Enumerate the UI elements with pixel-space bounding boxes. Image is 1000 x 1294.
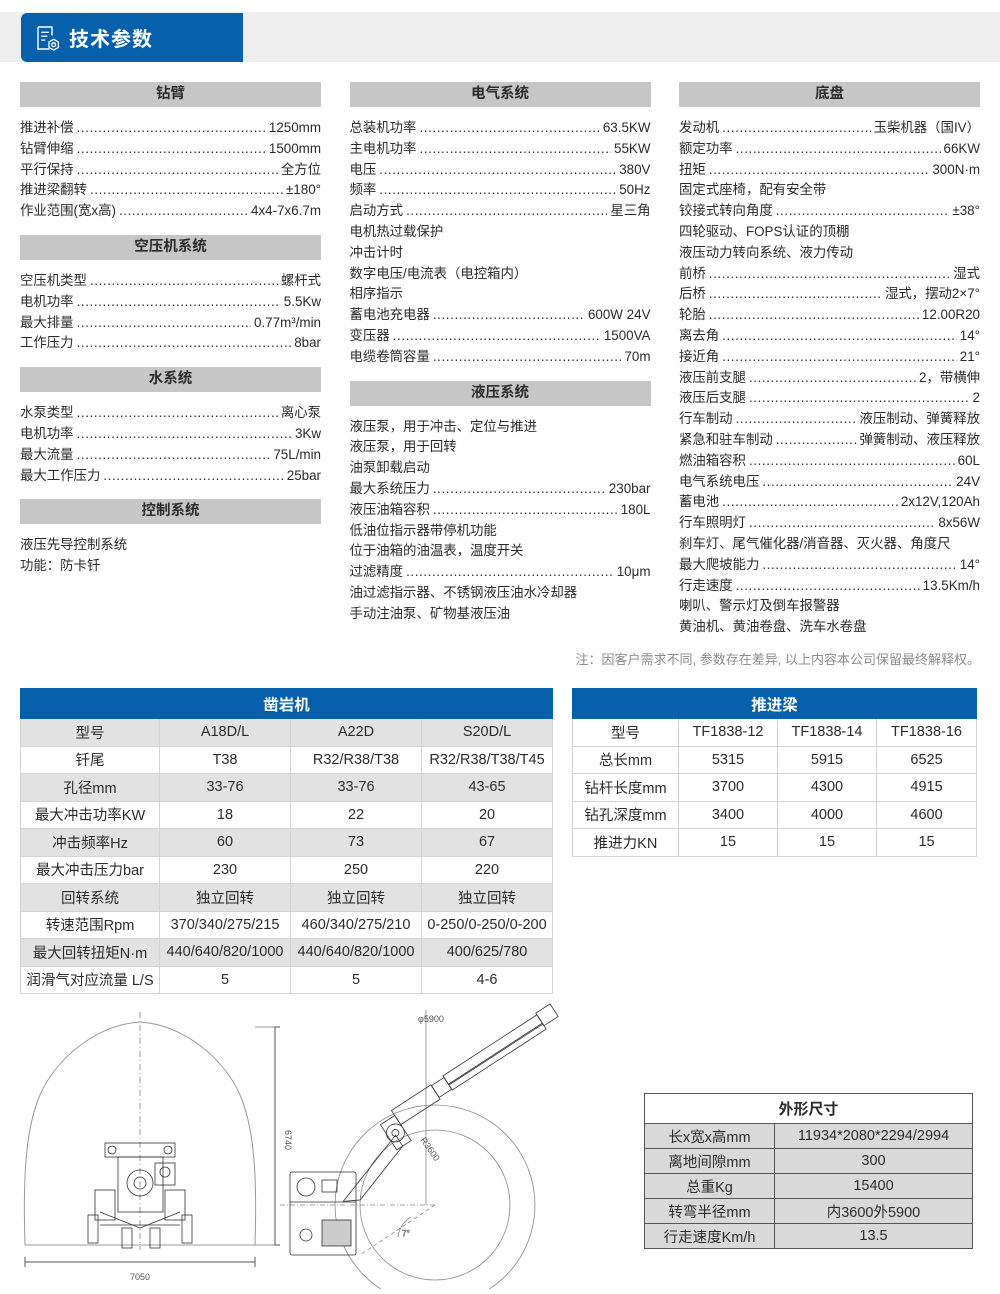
svg-text:7050: 7050: [130, 1272, 150, 1282]
svg-text:7°: 7°: [402, 1229, 410, 1238]
svg-text:φ5900: φ5900: [418, 1014, 444, 1024]
svg-text:R3600: R3600: [418, 1135, 441, 1162]
